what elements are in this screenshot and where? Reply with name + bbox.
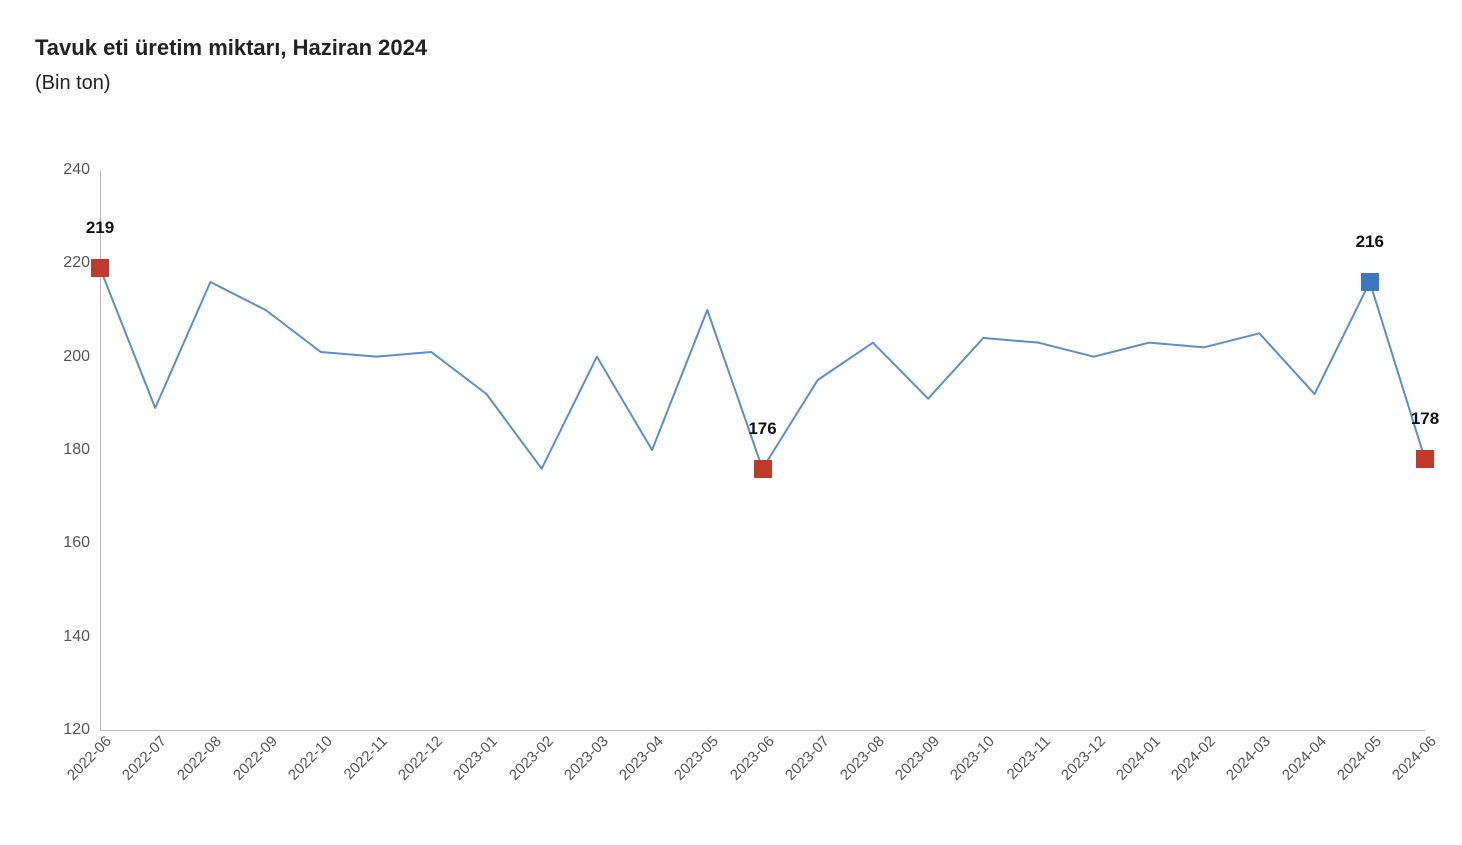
x-tick-label: 2023-09: [889, 730, 943, 784]
x-tick-label: 2023-01: [448, 730, 502, 784]
x-tick-label: 2023-02: [503, 730, 557, 784]
x-tick-label: 2022-11: [338, 730, 391, 783]
y-tick-label: 240: [63, 161, 100, 179]
x-tick-label: 2022-09: [227, 730, 281, 784]
x-tick-label: 2023-06: [724, 730, 778, 784]
highlight-marker-label: 178: [1411, 409, 1439, 429]
x-tick-label: 2022-08: [171, 730, 225, 784]
plot-area: 1201401601802002202402022-062022-072022-…: [100, 170, 1425, 730]
x-tick-label: 2023-03: [558, 730, 612, 784]
chart-container: Tavuk eti üretim miktarı, Haziran 2024 (…: [0, 0, 1462, 845]
x-tick-label: 2022-07: [116, 730, 170, 784]
x-tick-label: 2023-04: [613, 730, 667, 784]
x-tick-label: 2024-06: [1386, 730, 1440, 784]
highlight-marker-label: 176: [748, 419, 776, 439]
chart-subtitle: (Bin ton): [35, 72, 111, 95]
x-tick-label: 2023-07: [779, 730, 833, 784]
chart-title: Tavuk eti üretim miktarı, Haziran 2024: [35, 35, 427, 61]
x-tick-label: 2023-10: [944, 730, 998, 784]
x-tick-label: 2023-12: [1055, 730, 1109, 784]
highlight-marker-label: 219: [86, 218, 114, 238]
series-line: [100, 170, 1425, 730]
x-tick-label: 2024-02: [1165, 730, 1219, 784]
highlight-marker: [754, 460, 772, 478]
x-tick-label: 2024-03: [1220, 730, 1274, 784]
x-tick-label: 2024-01: [1110, 730, 1164, 784]
y-tick-label: 160: [63, 534, 100, 552]
x-tick-label: 2024-05: [1331, 730, 1385, 784]
highlight-marker: [1361, 273, 1379, 291]
y-tick-label: 180: [63, 441, 100, 459]
x-tick-label: 2022-10: [282, 730, 336, 784]
x-tick-label: 2024-04: [1276, 730, 1330, 784]
x-tick-label: 2023-05: [668, 730, 722, 784]
x-tick-label: 2023-11: [1000, 730, 1053, 783]
x-tick-label: 2023-08: [834, 730, 888, 784]
y-tick-label: 140: [63, 628, 100, 646]
y-tick-label: 200: [63, 348, 100, 366]
highlight-marker: [91, 259, 109, 277]
highlight-marker: [1416, 450, 1434, 468]
x-tick-label: 2022-12: [392, 730, 446, 784]
highlight-marker-label: 216: [1356, 232, 1384, 252]
